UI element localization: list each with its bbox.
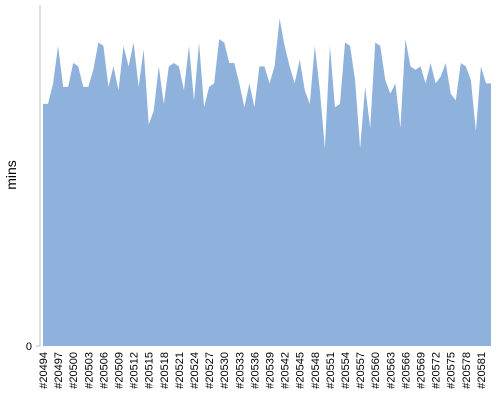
x-tick-label: #20575	[446, 352, 458, 389]
x-tick-label: #20539	[265, 352, 277, 389]
x-tick-label: #20545	[295, 352, 307, 389]
x-tick-label: #20506	[98, 352, 110, 389]
x-tick-label: #20533	[234, 352, 246, 389]
x-tick-label: #20515	[144, 352, 156, 389]
x-tick-label: #20563	[385, 352, 397, 389]
y-axis-label: mins	[3, 160, 19, 190]
x-tick-label: #20524	[189, 352, 201, 389]
x-tick-label: #20527	[204, 352, 216, 389]
x-tick-label: #20548	[310, 352, 322, 389]
area	[43, 18, 491, 346]
x-tick-label: #20503	[83, 352, 95, 389]
x-tick-label: #20557	[355, 352, 367, 389]
x-tick-label: #20500	[68, 352, 80, 389]
x-tick-label: #20566	[400, 352, 412, 389]
x-tick-label: #20512	[129, 352, 141, 389]
x-tick-label: #20560	[370, 352, 382, 389]
x-tick-label: #20542	[280, 352, 292, 389]
x-tick-label: #20551	[325, 352, 337, 389]
y-tick-label: 0	[26, 341, 32, 353]
x-tick-label: #20521	[174, 352, 186, 389]
x-tick-label: #20509	[114, 352, 126, 389]
x-tick-label: #20536	[249, 352, 261, 389]
x-tick-label: #20578	[461, 352, 473, 389]
x-tick-label: #20554	[340, 352, 352, 389]
x-tick-label: #20572	[431, 352, 443, 389]
x-tick-label: #20581	[476, 352, 488, 389]
x-tick-label: #20569	[416, 352, 428, 389]
x-tick-label: #20494	[38, 352, 50, 389]
x-tick-label: #20530	[219, 352, 231, 389]
x-tick-label: #20518	[159, 352, 171, 389]
x-tick-label: #20497	[53, 352, 65, 389]
